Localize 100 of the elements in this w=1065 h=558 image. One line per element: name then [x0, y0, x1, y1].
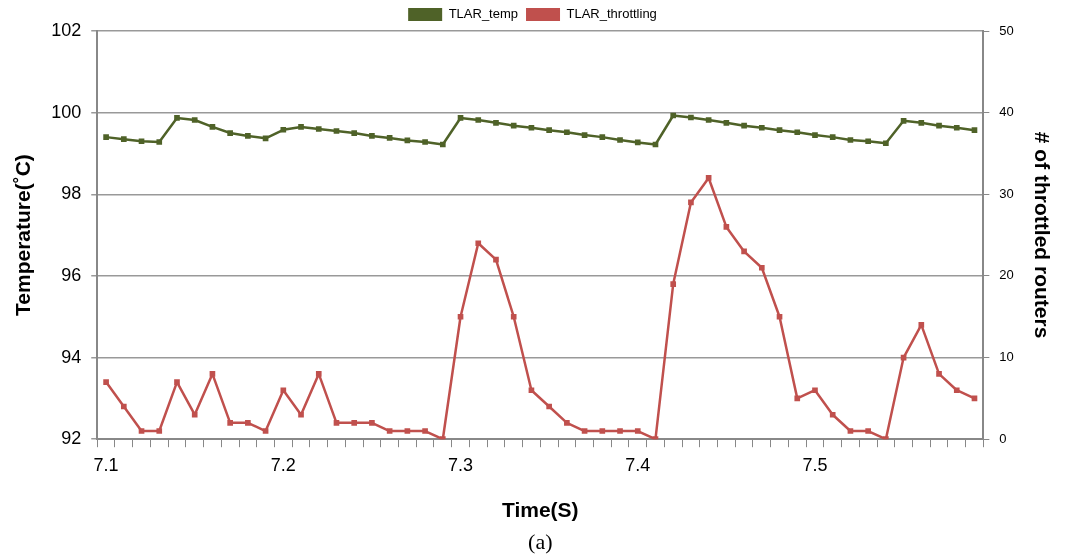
- y-axis-title: Temperature(˚C): [11, 154, 35, 316]
- point: [829, 134, 836, 140]
- point: [794, 129, 801, 136]
- point: [581, 428, 588, 434]
- point: [723, 120, 730, 126]
- point: [723, 224, 730, 230]
- point: [918, 322, 925, 328]
- point: [493, 120, 499, 126]
- point: [280, 126, 287, 133]
- y2-tick-label: 40: [999, 104, 1014, 120]
- point: [351, 130, 358, 136]
- y2-tick-label: 0: [999, 430, 1007, 446]
- point: [280, 387, 287, 394]
- x-tick-label: 7.5: [802, 454, 828, 475]
- legend-label: TLAR_temp: [448, 6, 519, 22]
- point: [670, 281, 677, 287]
- y-tick-label: 94: [61, 346, 82, 367]
- point: [333, 128, 340, 134]
- point: [475, 240, 482, 247]
- point: [617, 428, 623, 434]
- point: [191, 117, 198, 123]
- point: [829, 411, 836, 418]
- text: (a): [528, 528, 553, 554]
- point: [617, 137, 623, 143]
- point: [953, 124, 960, 131]
- point: [262, 428, 269, 434]
- point: [209, 371, 216, 377]
- point: [156, 139, 163, 145]
- point: [741, 248, 747, 255]
- point: [776, 127, 783, 134]
- point: [883, 140, 889, 147]
- point: [191, 411, 198, 418]
- point: [351, 420, 358, 426]
- x-axis-title: Time(S): [501, 498, 579, 522]
- y2-tick-label: 20: [999, 267, 1014, 283]
- point: [174, 379, 180, 385]
- point: [564, 129, 570, 136]
- y-tick-label: 96: [61, 264, 82, 285]
- x-tick-label: 7.3: [448, 454, 474, 475]
- y-tick-label: 92: [61, 428, 82, 449]
- point: [688, 114, 694, 121]
- point: [120, 403, 127, 410]
- point: [847, 428, 854, 434]
- point: [457, 115, 464, 121]
- point: [120, 136, 127, 142]
- point: [227, 420, 233, 426]
- point: [971, 127, 978, 134]
- point: [812, 132, 818, 138]
- point: [847, 137, 854, 143]
- point: [174, 115, 180, 121]
- y-tick-label: 100: [51, 101, 82, 122]
- y-tick-label: 98: [61, 183, 82, 204]
- point: [298, 411, 304, 418]
- y-tick-label: 102: [51, 19, 82, 40]
- point: [333, 420, 340, 426]
- x-tick-label: 7.1: [93, 454, 119, 475]
- point: [227, 130, 233, 136]
- point: [599, 134, 606, 140]
- legend-label: TLAR_throttling: [566, 6, 657, 22]
- point: [315, 126, 322, 132]
- point: [510, 313, 517, 320]
- point: [422, 428, 428, 434]
- point: [404, 428, 411, 434]
- point: [564, 420, 570, 426]
- point: [528, 387, 535, 394]
- point: [245, 420, 251, 426]
- point: [103, 379, 109, 385]
- point: [634, 428, 641, 434]
- point: [475, 117, 482, 123]
- point: [422, 139, 428, 145]
- point: [103, 134, 109, 140]
- point: [688, 199, 694, 206]
- point: [581, 132, 588, 138]
- point: [776, 313, 783, 320]
- point: [812, 387, 818, 394]
- point: [457, 313, 464, 320]
- point: [510, 122, 517, 129]
- point: [953, 387, 960, 394]
- point: [369, 420, 375, 426]
- point: [865, 428, 871, 434]
- point: [386, 428, 393, 434]
- point: [758, 264, 765, 271]
- y2-tick-label: 30: [999, 185, 1014, 201]
- point: [138, 428, 145, 434]
- point: [245, 133, 251, 139]
- point: [138, 138, 145, 145]
- point: [918, 120, 925, 126]
- y2-tick-label: 50: [999, 22, 1014, 38]
- y2-axis-title: # of throttled routers: [1030, 131, 1054, 339]
- point: [705, 175, 712, 181]
- point: [528, 124, 535, 131]
- point: [315, 371, 322, 377]
- point: [156, 428, 163, 434]
- point: [900, 117, 907, 124]
- point: [670, 112, 677, 119]
- point: [794, 395, 801, 402]
- point: [634, 139, 641, 146]
- x-tick-label: 7.4: [625, 454, 651, 475]
- point: [705, 117, 712, 123]
- point: [386, 135, 393, 141]
